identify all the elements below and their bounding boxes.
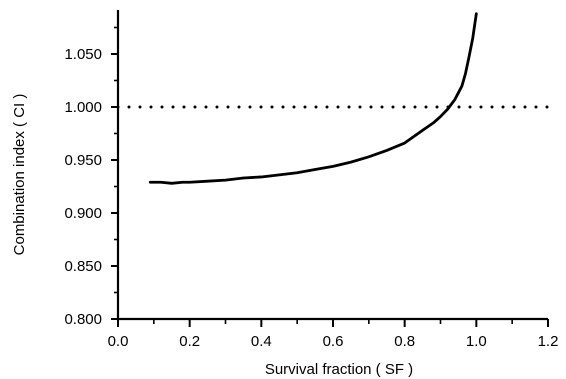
y-tick-label: 1.050 — [64, 46, 102, 63]
y-axis: 0.800 0.850 0.900 0.950 1.000 1.050 — [64, 10, 120, 328]
axis-titles: Survival fraction ( SF ) Combination ind… — [11, 94, 413, 378]
y-axis-title: Combination index ( CI ) — [11, 94, 28, 256]
y-tick-label: 0.900 — [64, 205, 102, 222]
x-axis: 0.0 0.2 0.4 0.6 0.8 1.0 1.2 — [108, 317, 559, 350]
x-tick-label: 1.0 — [466, 333, 487, 350]
y-tick-label: 0.950 — [64, 152, 102, 169]
y-tick-label: 0.850 — [64, 258, 102, 275]
x-tick-label: 0.8 — [394, 333, 415, 350]
series-line — [148, 12, 478, 185]
x-tick-label: 1.2 — [538, 333, 559, 350]
x-tick-label: 0.6 — [323, 333, 344, 350]
x-axis-title: Survival fraction ( SF ) — [265, 361, 413, 378]
y-tick-label: 0.800 — [64, 311, 102, 328]
series-group — [148, 12, 478, 185]
x-tick-label: 0.2 — [179, 333, 200, 350]
x-tick-label: 0.4 — [251, 333, 272, 350]
y-tick-label: 1.000 — [64, 99, 102, 116]
x-tick-label: 0.0 — [108, 333, 129, 350]
